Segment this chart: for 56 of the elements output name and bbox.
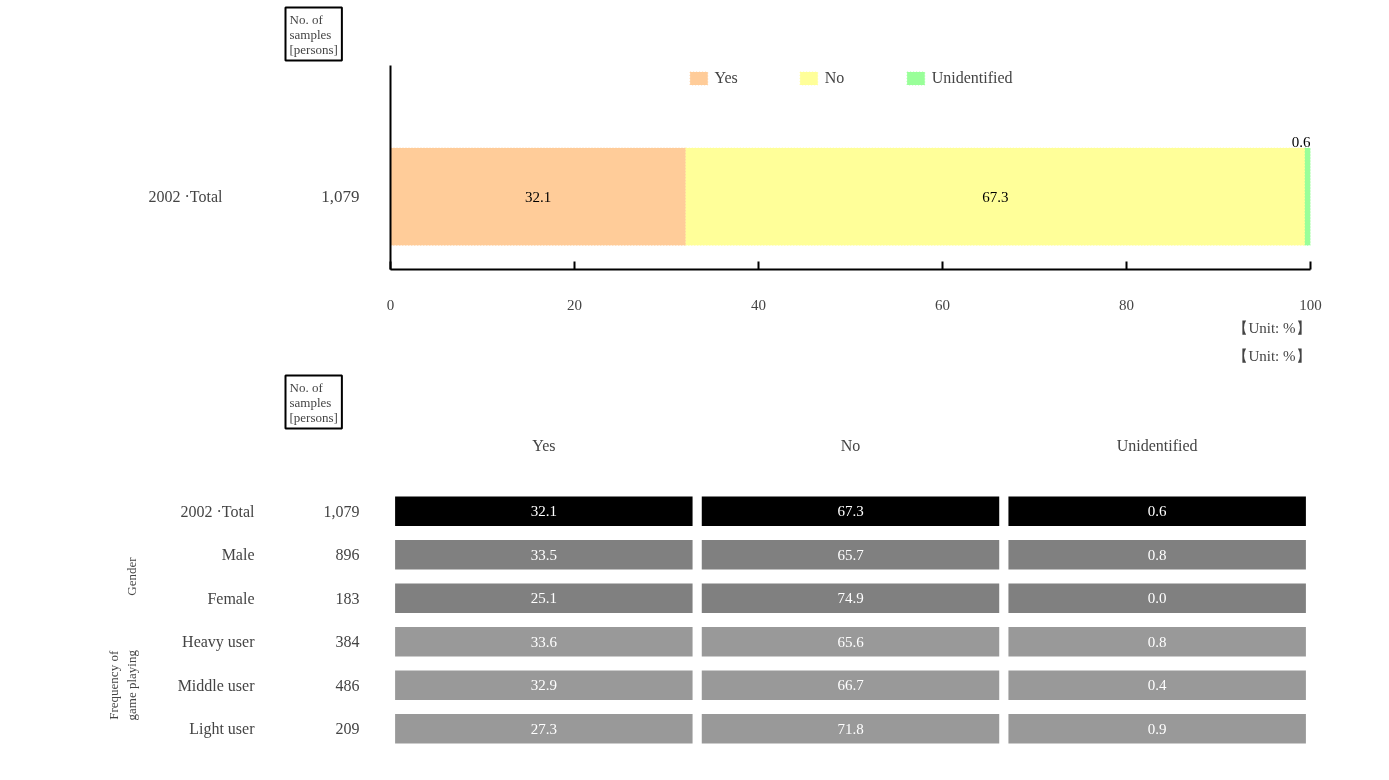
text: No. of samples [persons] [289,11,338,57]
data-label: 32.1 [530,503,557,520]
data-label: 67.3 [982,188,1009,205]
data-label: 65.6 [837,633,865,650]
x-tick-label: 80 [1119,296,1134,313]
x-tick-label: 60 [935,296,950,313]
y2-tick-label: 896 [335,546,360,564]
data-label: 0.4 [1147,677,1168,694]
text: Gender [123,556,139,596]
data-label: 71.8 [837,720,864,737]
text: 【Unit: %】 [1233,347,1311,364]
y-tick-label: Male [221,546,255,564]
legend-label: No [824,69,845,87]
x-tick-label: 20 [567,296,582,313]
y-tick-label: Middle user [177,676,256,694]
bar [1304,147,1311,246]
x-tick-label: 40 [751,296,766,313]
y-tick-label: 2002 ·Total [148,188,224,206]
y-tick-label: Light user [189,720,256,739]
x-tick-label: Unidentified [1116,436,1198,454]
x-tick-label: Yes [532,436,556,454]
y2-tick-label: 384 [335,633,360,651]
y-tick-label: Heavy user [182,633,256,652]
x-tick-label: 0 [386,296,395,313]
data-label: 33.5 [530,546,557,563]
y2-tick-label: 183 [335,589,360,607]
text: Frequency of game playing [105,649,139,721]
bar [390,147,687,246]
y2-tick-label: 209 [335,720,360,738]
x-tick-label: No [840,436,861,454]
data-label: 65.7 [837,546,865,563]
text: 1,079 [321,187,360,207]
data-label: 0.8 [1147,546,1167,563]
data-label: 74.9 [837,590,864,607]
x-tick-label: 100 [1299,296,1322,313]
data-label: 32.1 [525,188,552,205]
text: 【Unit: %】 [1233,319,1311,336]
data-label: 32.9 [530,677,557,694]
data-label: 67.3 [837,503,864,520]
bar [685,147,1306,246]
y2-tick-label: 1,079 [323,502,360,520]
data-label: 0.9 [1147,720,1167,737]
data-label: 0.0 [1147,590,1167,607]
y2-tick-label: 486 [335,676,360,694]
data-label: 27.3 [530,720,557,737]
y-tick-label: 2002 ·Total [180,502,256,520]
data-label: 0.6 [1147,503,1168,520]
data-label: 66.7 [837,677,865,694]
data-label: 0.8 [1147,633,1167,650]
text: No. of samples [persons] [289,379,338,425]
data-label: 0.6 [1291,134,1311,151]
data-label: 25.1 [530,590,557,607]
data-label: 33.6 [530,633,558,650]
legend-label: Unidentified [931,69,1013,87]
y-tick-label: Female [207,589,255,607]
legend-label: Yes [714,69,738,87]
